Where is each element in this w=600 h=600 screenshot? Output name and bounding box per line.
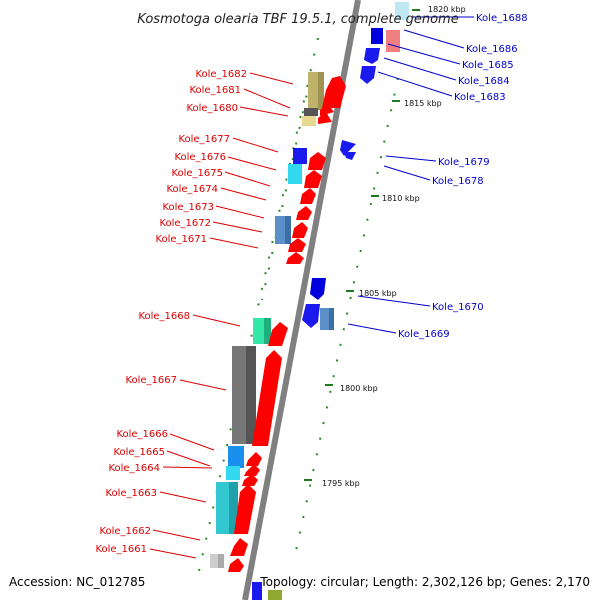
gene-kole-1686[interactable] <box>386 30 400 52</box>
gene-kole-1677[interactable] <box>293 148 307 164</box>
topology-label: Topology: circular; Length: 2,302,126 bp… <box>259 575 590 589</box>
reverse-genes <box>252 2 409 600</box>
gene-kole-1682-shade <box>318 72 324 110</box>
label-kole-1678[interactable]: Kole_1678 <box>432 176 484 187</box>
gene-kole-1673-shade <box>285 216 291 244</box>
label-kole-1662[interactable]: Kole_1662 <box>99 526 151 537</box>
label-kole-1666[interactable]: Kole_1666 <box>116 429 168 440</box>
label-kole-1665[interactable]: Kole_1665 <box>113 447 165 458</box>
label-kole-1673[interactable]: Kole_1673 <box>162 202 214 213</box>
gene-kole-1680-arrow[interactable] <box>318 112 332 124</box>
gene-kole-1677-arrow[interactable] <box>308 152 326 170</box>
gene-kole-1682-arrow[interactable] <box>322 76 346 108</box>
tick-label-1795: 1795 kbp <box>322 479 360 488</box>
gene-kole-1676[interactable] <box>288 164 302 184</box>
gene-kole-1665-arrow[interactable] <box>244 464 260 476</box>
track-guides <box>196 37 399 581</box>
tick-label-1820: 1820 kbp <box>428 5 466 14</box>
gene-kole-1665[interactable] <box>226 466 240 480</box>
label-kole-1664[interactable]: Kole_1664 <box>108 463 160 474</box>
gene-kole-1663-arrow[interactable] <box>234 484 256 534</box>
reverse-leaders <box>347 16 474 334</box>
gene-kole-1670[interactable] <box>302 304 320 328</box>
gene-kole-1674-arrow[interactable] <box>296 206 312 220</box>
gene-kole-1684[interactable] <box>364 48 380 64</box>
genome-title: Kosmotoga olearia TBF 19.5.1, complete g… <box>137 12 458 27</box>
label-kole-1663[interactable]: Kole_1663 <box>105 488 157 499</box>
gene-kole-1662-arrow[interactable] <box>230 538 248 556</box>
gene-kole-1661-shade <box>218 554 224 568</box>
gene-kole-1667-shade <box>246 346 256 444</box>
gene-kole-1671-arrow[interactable] <box>288 238 306 252</box>
label-kole-1661[interactable]: Kole_1661 <box>95 544 147 555</box>
gene-kole-1676-arrow[interactable] <box>304 170 322 188</box>
gene-kole-1681-arrow[interactable] <box>320 104 334 116</box>
gene-kole-1666-arrow[interactable] <box>246 452 262 466</box>
label-kole-1668[interactable]: Kole_1668 <box>138 311 190 322</box>
gene-kole-1678[interactable] <box>344 152 356 160</box>
gene-kole-1666[interactable] <box>228 446 244 468</box>
gene-bottom-olive[interactable] <box>268 590 282 600</box>
gene-kole-1672-arrow[interactable] <box>292 222 308 238</box>
gene-kole-1670-block[interactable] <box>310 278 326 300</box>
label-kole-1669[interactable]: Kole_1669 <box>398 329 450 340</box>
accession-label: Accession: NC_012785 <box>9 575 145 589</box>
label-kole-1684[interactable]: Kole_1684 <box>458 76 510 87</box>
label-kole-1680[interactable]: Kole_1680 <box>186 103 238 114</box>
gene-kole-1688[interactable] <box>395 2 409 20</box>
gene-kole-1667-arrow[interactable] <box>252 350 282 446</box>
label-kole-1670[interactable]: Kole_1670 <box>432 302 484 313</box>
scale-ticks <box>304 9 420 481</box>
forward-leaders <box>149 72 294 559</box>
gene-kole-1685[interactable] <box>371 28 383 44</box>
label-kole-1683[interactable]: Kole_1683 <box>454 92 506 103</box>
gene-kole-1668-shade <box>264 318 271 344</box>
gene-kole-1661-arrow[interactable] <box>228 558 244 572</box>
forward-gene-labels: Kole_1682 Kole_1681 Kole_1680 Kole_1677 … <box>95 69 247 555</box>
tick-label-1800: 1800 kbp <box>340 384 378 393</box>
gene-kole-1664-arrow[interactable] <box>242 474 258 486</box>
gene-kole-1675-arrow[interactable] <box>300 188 316 204</box>
gene-kole-1683[interactable] <box>360 66 376 84</box>
gene-kole-1681[interactable] <box>304 108 318 116</box>
gene-kole-1668-arrow[interactable] <box>268 322 288 346</box>
label-kole-1681[interactable]: Kole_1681 <box>189 85 241 96</box>
tick-label-1815: 1815 kbp <box>404 99 442 108</box>
tick-label-1805: 1805 kbp <box>359 289 397 298</box>
gene-bottom-blue[interactable] <box>252 582 262 600</box>
label-kole-1676[interactable]: Kole_1676 <box>174 152 226 163</box>
label-kole-1672[interactable]: Kole_1672 <box>159 218 211 229</box>
gene-kole-1680[interactable] <box>302 116 316 126</box>
label-kole-1671[interactable]: Kole_1671 <box>155 234 207 245</box>
label-kole-1682[interactable]: Kole_1682 <box>195 69 247 80</box>
label-kole-1674[interactable]: Kole_1674 <box>166 184 218 195</box>
forward-genes <box>210 72 346 572</box>
label-kole-1677[interactable]: Kole_1677 <box>178 134 230 145</box>
label-kole-1688[interactable]: Kole_1688 <box>476 13 528 24</box>
label-kole-1679[interactable]: Kole_1679 <box>438 157 490 168</box>
tick-label-1810: 1810 kbp <box>382 194 420 203</box>
gene-kole-1671b-arrow[interactable] <box>286 252 304 264</box>
reverse-gene-labels: Kole_1688 Kole_1686 Kole_1685 Kole_1684 … <box>398 13 528 340</box>
gene-kole-1669-shade <box>329 308 334 330</box>
gene-kole-1663-shade <box>229 482 238 534</box>
label-kole-1675[interactable]: Kole_1675 <box>171 168 223 179</box>
label-kole-1685[interactable]: Kole_1685 <box>462 60 514 71</box>
label-kole-1686[interactable]: Kole_1686 <box>466 44 518 55</box>
label-kole-1667[interactable]: Kole_1667 <box>125 375 177 386</box>
